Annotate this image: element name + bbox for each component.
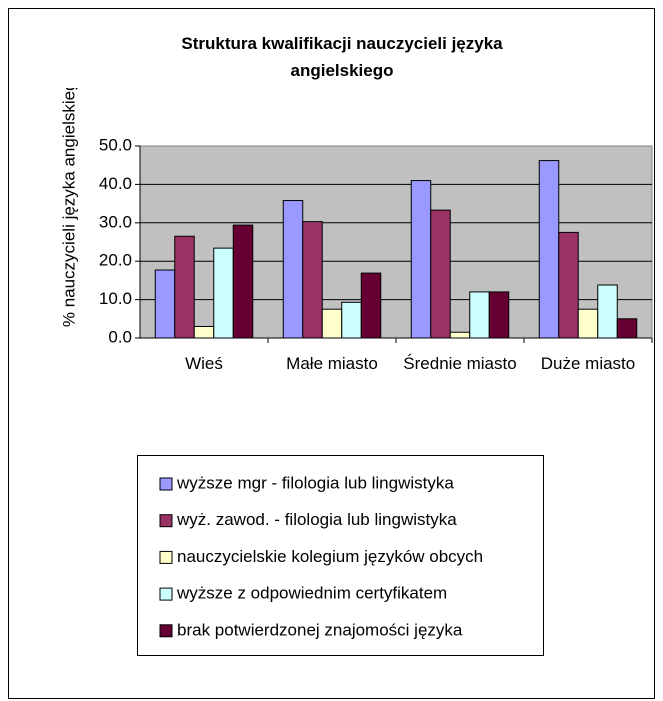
y-tick-label: 10.0 [99,289,132,308]
bar [232,224,254,339]
legend-label: brak potwierdzonej znajomości języka [177,620,463,639]
x-tick-label: Małe miasto [286,354,378,373]
legend-swatch [159,624,173,638]
chart-title: Struktura kwalifikacji nauczycieli język… [181,34,503,80]
bar [410,180,432,339]
bar [213,247,234,339]
bar [577,308,599,339]
bar [154,269,176,339]
legend-label: wyższe mgr - filologia lub lingwistyka [176,473,454,492]
bar [360,272,382,339]
x-tick-label: Duże miasto [540,354,636,373]
legend-swatch [159,477,173,491]
bar [538,160,560,339]
legend [137,455,544,656]
bar [282,200,304,339]
chart-border [8,8,655,699]
y-axis-label: % nauczycieli języka angielskiego [59,72,78,327]
x-tick-label: Wieś [185,354,223,373]
bar [193,325,215,339]
legend-swatch [159,550,173,564]
y-tick-label: 40.0 [99,174,132,193]
bar [558,231,579,339]
bar [174,235,195,339]
legend-label: nauczycielskie kolegium języków obcych [177,547,483,566]
y-tick-label: 0.0 [108,327,132,346]
bar [321,308,343,339]
legend-swatch [159,587,173,601]
x-tick-label: Średnie miasto [403,354,517,373]
y-tick-label: 50.0 [99,135,132,154]
y-tick-label: 20.0 [99,251,132,270]
legend-label: wyż. zawod. - filologia lub lingwistyka [176,510,457,529]
y-tick-label: 30.0 [99,212,132,231]
bar [597,284,618,339]
bar [341,301,362,339]
legend-swatch [159,514,173,528]
bar [430,209,451,339]
bar [488,291,510,339]
bar [616,318,638,339]
bar [469,291,490,339]
legend-label: wyższe z odpowiednim certyfikatem [176,584,447,603]
bar [449,331,471,339]
bar [302,221,323,339]
